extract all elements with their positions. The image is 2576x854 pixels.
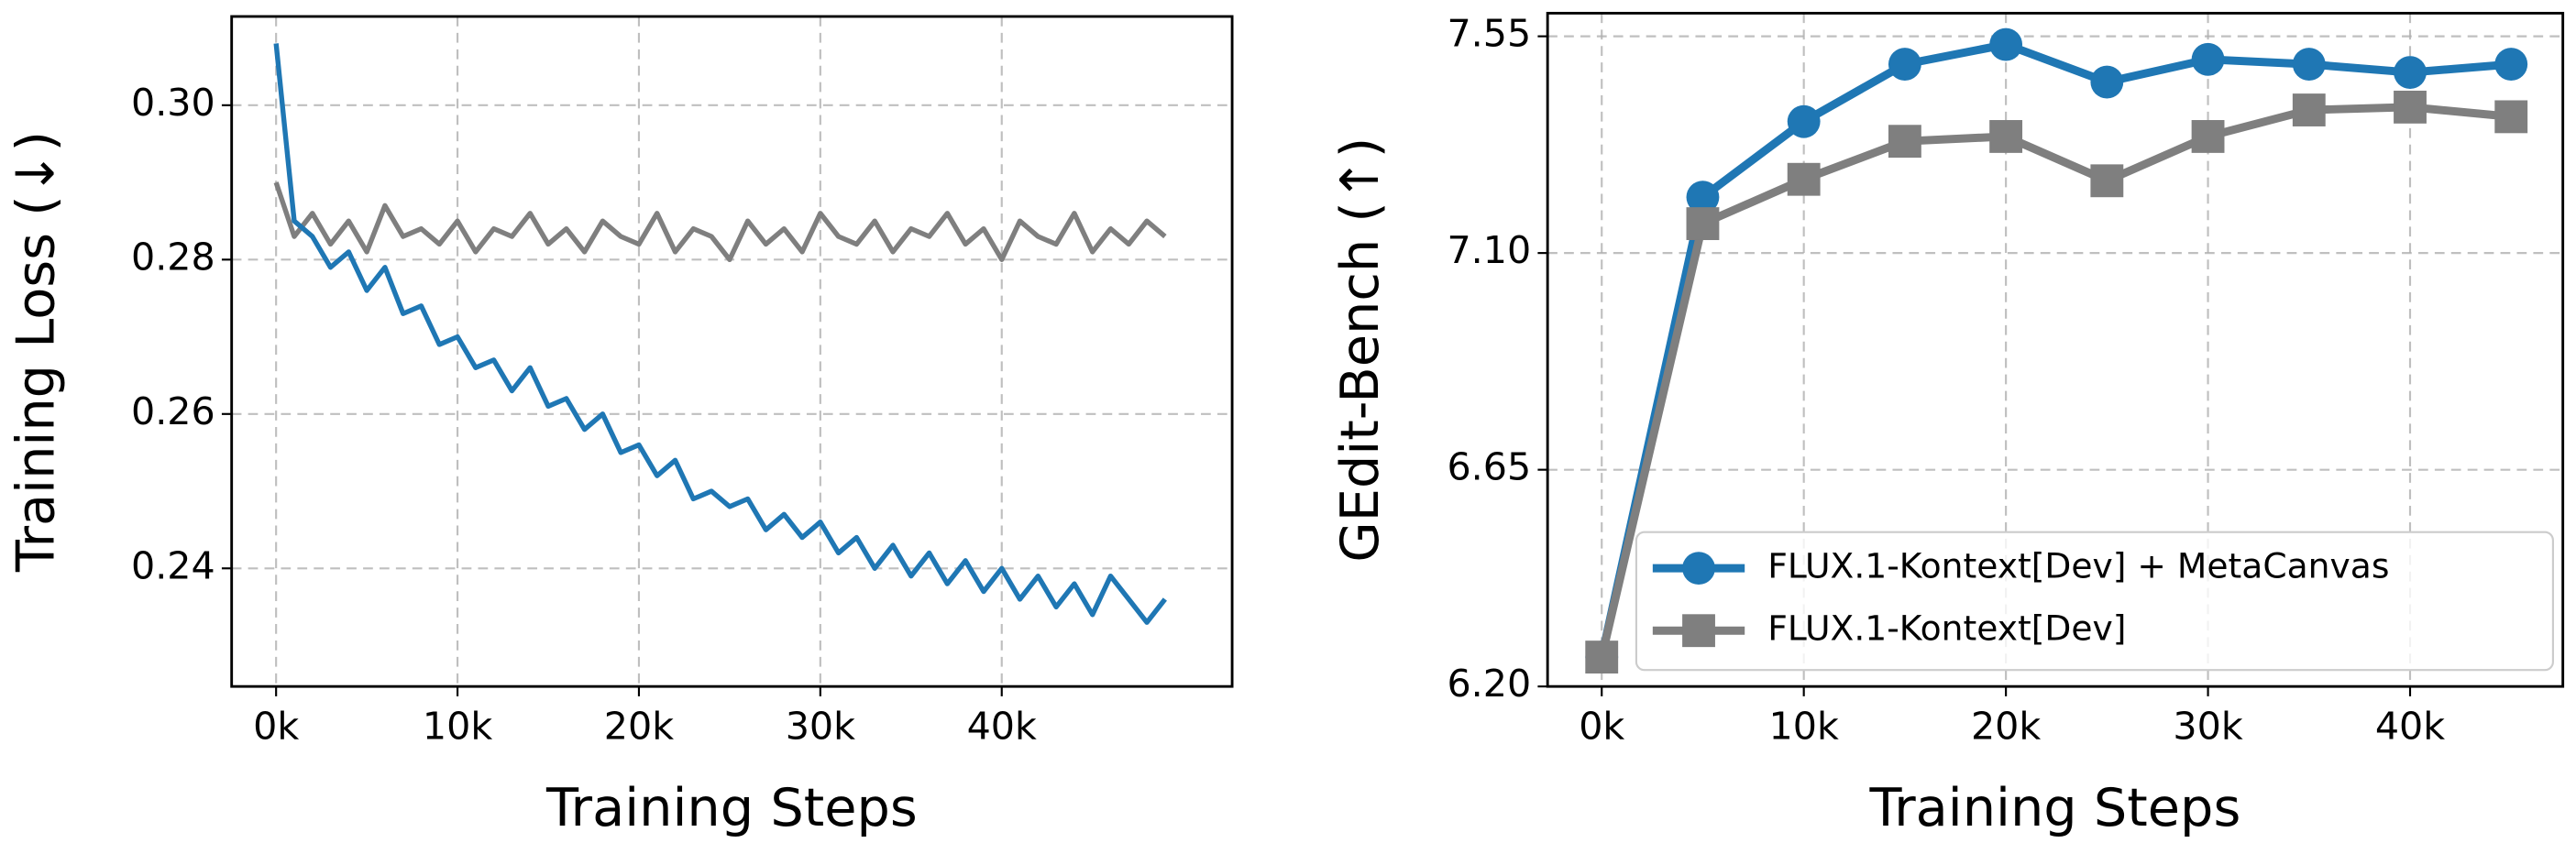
y-axis-label: GEdit-Bench (↑) <box>1329 137 1391 563</box>
y-tick-label: 6.65 <box>1447 445 1531 489</box>
marker <box>1787 104 1821 138</box>
marker <box>1585 640 1619 674</box>
x-tick-label: 20k <box>604 705 674 749</box>
marker <box>2394 56 2427 89</box>
marker <box>2494 48 2528 82</box>
legend-box <box>1635 531 2554 672</box>
series-line <box>273 43 1167 625</box>
x-tick-label: 0k <box>253 705 299 749</box>
x-tick-label: 30k <box>786 705 855 749</box>
marker <box>2191 120 2225 153</box>
marker <box>1686 207 1720 240</box>
marker <box>1686 181 1720 214</box>
marker <box>1888 125 1921 159</box>
x-tick-label: 30k <box>2173 705 2242 749</box>
series-line <box>1597 103 2512 659</box>
y-tick-label: 7.55 <box>1447 12 1531 56</box>
plot-frame <box>1546 11 2565 688</box>
x-tick-label: 40k <box>967 705 1037 749</box>
y-tick-label: 0.30 <box>131 81 215 125</box>
marker <box>2090 164 2124 198</box>
y-axis-label: Training Loss (↓) <box>6 131 67 573</box>
x-tick-label: 0k <box>1579 705 1624 749</box>
marker <box>2494 100 2528 134</box>
legend-label: FLUX.1-Kontext[Dev] <box>1767 608 2126 649</box>
legend-marker <box>1682 614 1715 648</box>
y-tick-label: 6.20 <box>1447 662 1531 706</box>
legend-marker <box>1682 552 1715 586</box>
marker <box>1989 120 2023 153</box>
marker <box>2191 42 2225 76</box>
marker <box>1989 27 2023 61</box>
x-axis-label: Training Steps <box>545 777 918 838</box>
marker <box>2292 48 2326 82</box>
x-axis-label: Training Steps <box>1868 777 2240 838</box>
y-tick-label: 0.28 <box>131 235 215 279</box>
marker <box>2394 90 2427 124</box>
marker <box>1888 48 1921 82</box>
marker <box>2292 93 2326 126</box>
x-tick-label: 40k <box>2375 705 2445 749</box>
x-tick-label: 10k <box>423 705 492 749</box>
y-tick-label: 0.26 <box>131 389 215 433</box>
x-tick-label: 10k <box>1769 705 1839 749</box>
marker <box>2090 65 2124 99</box>
marker <box>1787 162 1821 196</box>
y-tick-label: 0.24 <box>131 543 215 587</box>
series-line <box>273 181 1167 263</box>
panel: 6.20 6.65 7.10 7.55 0k 10k 20k 30k 40k Training S… <box>1329 11 2565 838</box>
y-tick-label: 7.10 <box>1447 228 1531 272</box>
x-tick-label: 20k <box>1971 705 2041 749</box>
legend-label: FLUX.1-Kontext[Dev] + MetaCanvas <box>1767 546 2389 586</box>
series-line <box>1597 40 2512 659</box>
panel: 0.24 0.26 0.28 0.30 0k 10k 20k 30k 40k Training S… <box>6 15 1234 838</box>
plot-frame <box>230 15 1234 688</box>
